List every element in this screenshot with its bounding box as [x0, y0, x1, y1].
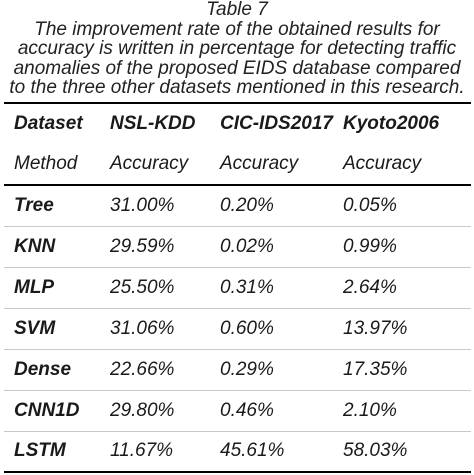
table-row: LSTM 11.67% 45.61% 58.03%: [4, 431, 471, 473]
method-cell: Tree: [4, 184, 100, 227]
caption-line: accuracy is written in percentage for de…: [17, 38, 457, 59]
results-table: Dataset NSL-KDD CIC-IDS2017 Kyoto2006 Me…: [4, 102, 471, 473]
value-cell: 0.60%: [210, 308, 333, 350]
header-cic-ids2017: CIC-IDS2017: [210, 102, 333, 144]
table-title: Table 7: [206, 0, 268, 20]
subheader-accuracy: Accuracy: [110, 153, 189, 174]
subheader-method: Method: [14, 153, 78, 174]
header-dataset: Dataset: [4, 102, 100, 144]
table-row: Dense 22.66% 0.29% 17.35%: [4, 349, 471, 391]
header-nsl-kdd: NSL-KDD: [100, 102, 210, 144]
caption-line: to the three other datasets mentioned in…: [9, 77, 465, 98]
value-cell: 0.02%: [210, 226, 333, 268]
table-row: MLP 25.50% 0.31% 2.64%: [4, 267, 471, 309]
table-caption: Table 7 The improvement rate of the obta…: [0, 0, 474, 98]
caption-line: The improvement rate of the obtained res…: [34, 18, 440, 40]
value-cell: 11.67%: [100, 431, 210, 473]
value-cell: 13.97%: [333, 308, 471, 350]
value-cell: 0.99%: [333, 226, 471, 268]
value-cell: 31.00%: [100, 184, 210, 227]
value-cell: 17.35%: [333, 349, 471, 391]
header-row: Dataset NSL-KDD CIC-IDS2017 Kyoto2006: [4, 102, 471, 144]
method-cell: KNN: [4, 226, 100, 268]
subheader-row: Method Accuracy Accuracy Accuracy: [4, 144, 471, 185]
method-cell: CNN1D: [4, 390, 100, 432]
value-cell: 22.66%: [100, 349, 210, 391]
value-cell: 0.29%: [210, 349, 333, 391]
value-cell: 29.80%: [100, 390, 210, 432]
value-cell: 29.59%: [100, 226, 210, 268]
header-kyoto2006: Kyoto2006: [333, 102, 471, 144]
value-cell: 25.50%: [100, 267, 210, 309]
value-cell: 58.03%: [333, 431, 471, 473]
value-cell: 45.61%: [210, 431, 333, 473]
table-row: Tree 31.00% 0.20% 0.05%: [4, 184, 471, 227]
value-cell: 0.46%: [210, 390, 333, 432]
subheader-accuracy: Accuracy: [343, 153, 422, 174]
table-row: KNN 29.59% 0.02% 0.99%: [4, 226, 471, 268]
table-row: SVM 31.06% 0.60% 13.97%: [4, 308, 471, 350]
value-cell: 31.06%: [100, 308, 210, 350]
method-cell: MLP: [4, 267, 100, 309]
value-cell: 0.20%: [210, 184, 333, 227]
value-cell: 2.64%: [333, 267, 471, 309]
value-cell: 0.31%: [210, 267, 333, 309]
value-cell: 2.10%: [333, 390, 471, 432]
table-row: CNN1D 29.80% 0.46% 2.10%: [4, 390, 471, 432]
value-cell: 0.05%: [333, 184, 471, 227]
method-cell: SVM: [4, 308, 100, 350]
method-cell: Dense: [4, 349, 100, 391]
subheader-accuracy: Accuracy: [220, 153, 299, 174]
method-cell: LSTM: [4, 431, 100, 473]
caption-line: anomalies of the proposed EIDS database …: [13, 57, 461, 79]
